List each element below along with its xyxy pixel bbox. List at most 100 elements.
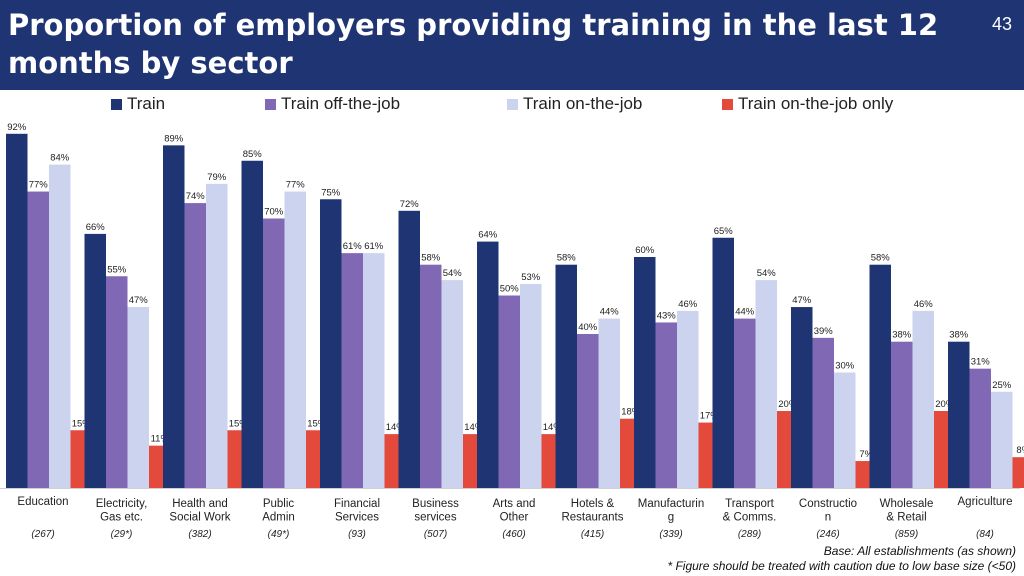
bar (398, 210, 420, 489)
bar (912, 310, 934, 488)
bar (712, 237, 734, 488)
bar (791, 307, 813, 488)
bar (869, 264, 891, 488)
bar (241, 160, 263, 488)
bar (49, 164, 71, 488)
category-label: Transport (725, 498, 775, 510)
data-label: 77% (29, 180, 49, 191)
data-label: 18% (621, 407, 641, 418)
bar (555, 264, 577, 488)
data-label: 14% (386, 422, 406, 433)
base-size-label: (49*) (268, 529, 290, 540)
data-label: 65% (714, 226, 734, 237)
data-label: 43% (657, 310, 677, 321)
base-size-label: (267) (31, 529, 54, 540)
bar (441, 280, 463, 488)
data-label: 46% (914, 299, 934, 310)
data-label: 54% (757, 268, 777, 279)
data-label: 39% (814, 326, 834, 337)
data-label: 38% (949, 330, 969, 341)
bar (1012, 457, 1024, 488)
base-size-label: (93) (348, 529, 366, 540)
base-size-label: (415) (581, 529, 604, 540)
base-size-label: (246) (816, 529, 839, 540)
page-title: Proportion of employers providing traini… (8, 8, 939, 80)
data-label: 60% (635, 245, 655, 256)
bar (812, 337, 834, 488)
bar (598, 318, 620, 488)
base-size-label: (507) (424, 529, 447, 540)
bar (184, 203, 206, 488)
data-label: 15% (72, 418, 92, 429)
legend-swatch-train-on-the-job (507, 98, 518, 110)
data-label: 74% (186, 191, 206, 202)
base-size-label: (339) (659, 529, 682, 540)
category-label: services (414, 512, 456, 524)
category-label: Constructio (799, 498, 857, 510)
data-label: 61% (364, 241, 384, 252)
category-label: Hotels & (571, 498, 615, 510)
bar (755, 280, 777, 488)
bar (520, 283, 542, 488)
category-label: Health and (172, 498, 228, 510)
legend-item-train-off-the-job: Train off-the-job (265, 94, 400, 114)
data-label: 61% (343, 241, 363, 252)
data-label: 72% (400, 199, 420, 210)
legend-label-train: Train (127, 94, 166, 113)
legend-item-train: Train (111, 94, 165, 114)
data-label: 15% (229, 418, 249, 429)
legend-label-train-on-the-job-only: Train on-the-job only (738, 94, 894, 113)
data-label: 46% (678, 299, 698, 310)
data-label: 84% (50, 153, 70, 164)
data-label: 7% (859, 449, 873, 460)
base-size-label: (382) (188, 529, 211, 540)
data-label: 70% (264, 207, 284, 218)
bar (127, 307, 149, 488)
legend-swatch-train-off-the-job (265, 98, 276, 110)
legend-swatch-train (111, 98, 122, 110)
base-size-label: (84) (976, 529, 994, 540)
data-label: 40% (578, 322, 598, 333)
data-label: 17% (700, 411, 720, 422)
data-label: 55% (107, 264, 127, 275)
bar (206, 183, 228, 488)
data-label: 92% (7, 122, 27, 133)
data-label: 58% (871, 253, 891, 264)
data-label: 25% (992, 380, 1012, 391)
bar (284, 191, 306, 489)
category-label: Business (412, 498, 459, 510)
data-label: 89% (164, 133, 184, 144)
data-label: 11% (151, 434, 170, 445)
bar (263, 218, 285, 488)
caution-footnote: * Figure should be treated with caution … (667, 559, 1016, 573)
bar (577, 334, 599, 488)
chart-legend: Train Train off-the-job Train on-the-job… (0, 94, 1024, 120)
data-label: 38% (892, 330, 912, 341)
data-label: 64% (478, 230, 498, 241)
bar (655, 322, 677, 488)
bar (6, 133, 28, 489)
data-label: 50% (500, 284, 520, 295)
bar (420, 264, 442, 488)
base-size-label: (859) (895, 529, 918, 540)
data-label: 20% (778, 399, 798, 410)
category-label: Agriculture (958, 496, 1013, 508)
bar (891, 341, 913, 488)
category-label: Financial (334, 498, 380, 510)
base-footnote: Base: All establishments (as shown) (823, 544, 1016, 558)
bar (106, 276, 128, 488)
legend-swatch-train-on-the-job-only (722, 98, 733, 110)
data-label: 58% (421, 253, 441, 264)
category-label: Arts and (493, 498, 536, 510)
data-label: 79% (207, 172, 227, 183)
bar (734, 318, 756, 488)
bar (634, 257, 656, 488)
data-label: 31% (971, 357, 991, 368)
category-label: Services (335, 512, 379, 524)
data-label: 30% (835, 361, 855, 372)
data-label: 53% (521, 272, 541, 283)
category-label: Wholesale (880, 498, 934, 510)
data-label: 8% (1016, 445, 1024, 456)
category-label: Education (17, 496, 68, 508)
